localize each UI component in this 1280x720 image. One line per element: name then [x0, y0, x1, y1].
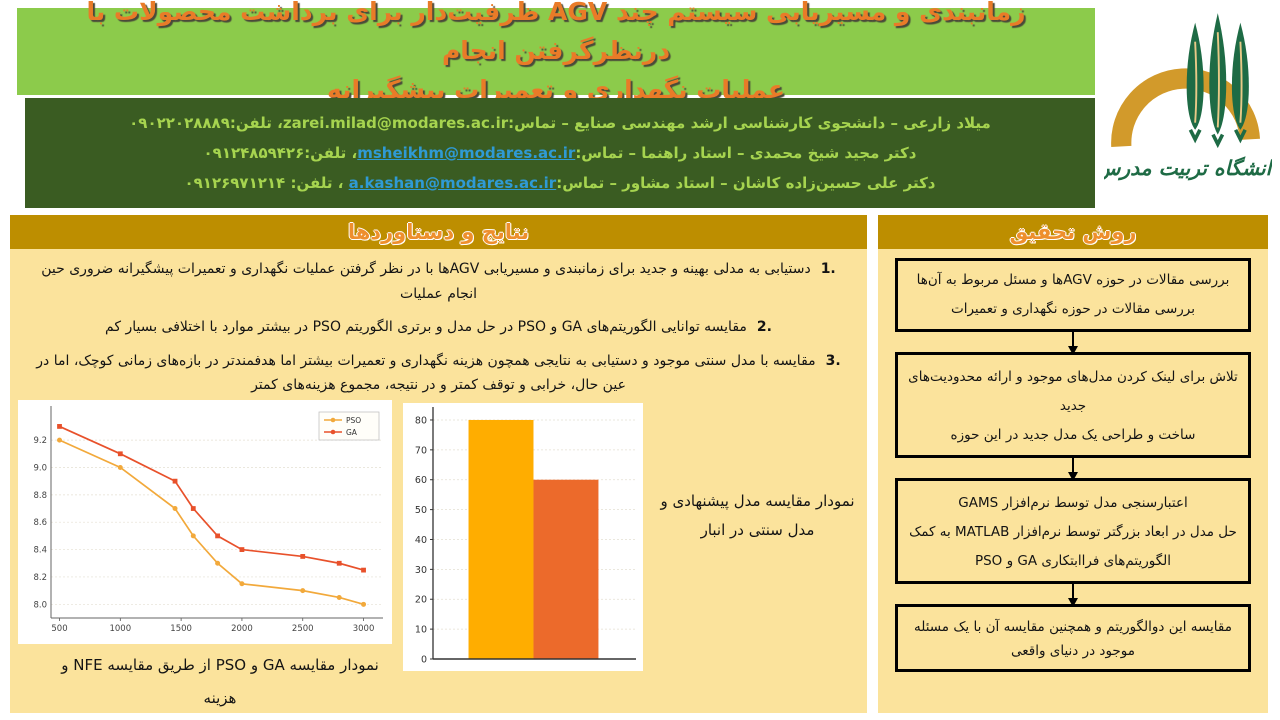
result-item-1: 1. دستیابی به مدلی بهینه و جدید برای زمان… [26, 257, 851, 306]
method-box-2-line-2: ساخت و طراحی یک مدل جدید در این حوزه [950, 427, 1196, 444]
svg-text:500: 500 [51, 624, 67, 634]
method-section-header: روش تحقیق [878, 215, 1268, 249]
logo-arch [1110, 68, 1260, 148]
author-line-1: میلاد زارعی – دانشجوی کارشناسی ارشد مهند… [49, 114, 1071, 132]
flow-arrow-3 [1068, 584, 1078, 608]
method-box-1-line-1: بررسی مقالات در حوزه AGVها و مسئل مربوط … [916, 272, 1230, 288]
method-box-3-line-2: حل مدل در ابعاد بزرگتر توسط نرم‌افزار MA… [909, 524, 1237, 570]
svg-text:GA: GA [346, 428, 358, 437]
line-chart-caption: نمودار مقایسه GA و PSO از طریق مقایسه NF… [61, 656, 379, 707]
result-item-1-number: 1. [820, 261, 836, 277]
method-box-3: اعتبارسنجی مدل توسط نرم‌افزار GAMS حل مد… [895, 478, 1251, 585]
svg-text:9.0: 9.0 [33, 463, 47, 473]
author-1-name-role: میلاد زارعی – دانشجوی کارشناسی ارشد مهند… [508, 114, 991, 132]
svg-text:30: 30 [415, 565, 427, 576]
svg-text:8.8: 8.8 [33, 491, 47, 501]
author-2-name-role: دکتر مجید شیخ محمدی – استاد راهنما – تما… [575, 144, 917, 162]
svg-text:PSO: PSO [346, 416, 361, 425]
poster-title-band: زمانبندی و مسیریابی سیستم چند AGV ظرفیت‌… [17, 0, 1095, 104]
author-3-email-link[interactable]: a.kashan@modares.ac.ir [348, 174, 557, 192]
flow-arrow-2 [1068, 458, 1078, 482]
method-box-2-line-1: تلاش برای لینک کردن مدل‌های موجود و ارائ… [908, 369, 1238, 415]
method-header-title: روش تحقیق [1009, 220, 1137, 244]
result-item-2-number: 2. [756, 319, 772, 335]
poster-title-line1: زمانبندی و مسیریابی سیستم چند AGV ظرفیت‌… [86, 0, 1026, 66]
result-item-3: 3. مقایسه با مدل سنتی موجود و دستیابی به … [26, 349, 851, 398]
method-box-1: بررسی مقالات در حوزه AGVها و مسئل مربوط … [895, 258, 1251, 333]
method-box-3-line-1: اعتبارسنجی مدل توسط نرم‌افزار GAMS [958, 495, 1188, 512]
svg-text:2500: 2500 [292, 624, 314, 634]
svg-text:1500: 1500 [170, 624, 192, 634]
results-section-body: 1. دستیابی به مدلی بهینه و جدید برای زمان… [10, 249, 867, 713]
results-section-header: نتایج و دستاوردها [10, 215, 867, 249]
author-line-3: دکتر علی حسین‌زاده کاشان – استاد مشاور –… [49, 174, 1071, 192]
authors-band: میلاد زارعی – دانشجوی کارشناسی ارشد مهند… [25, 98, 1095, 208]
author-2-phone: ، تلفن:۰۹۱۲۴۸۵۹۴۲۶ [203, 144, 358, 162]
line-chart: 8.0 8.2 8.4 8.6 8.8 9.0 9.2 500 1000 1500 2000 2500… [18, 400, 392, 644]
method-box-4: مقایسه این دوالگوریتم و همچنین مقایسه آن… [895, 604, 1251, 672]
svg-text:2000: 2000 [231, 624, 253, 634]
svg-text:3000: 3000 [353, 624, 375, 634]
flow-arrow-1 [1068, 332, 1078, 356]
result-item-3-text: مقایسه با مدل سنتی موجود و دستیابی به نت… [36, 352, 816, 394]
svg-text:80: 80 [415, 415, 427, 426]
method-section-body: بررسی مقالات در حوزه AGVها و مسئل مربوط … [878, 249, 1268, 713]
author-line-2: دکتر مجید شیخ محمدی – استاد راهنما – تما… [49, 144, 1071, 162]
svg-text:10: 10 [415, 625, 427, 636]
result-item-2-text: مقایسه توانایی الگوریتم‌های GA و PSO در … [105, 319, 747, 335]
svg-text:0: 0 [421, 655, 427, 666]
bar-chart-caption: نمودار مقایسه مدل پیشنهادی و مدل سنتی در… [660, 492, 855, 539]
logo-caption: دانشگاه تربیت مدرس [1104, 156, 1272, 181]
result-item-3-number: 3. [825, 352, 841, 369]
university-logo: دانشگاه تربیت مدرس [1095, 0, 1280, 212]
logo-cypress-trees [1186, 13, 1249, 149]
bar-chart: 0 10 20 30 40 50 60 70 80 [403, 403, 643, 671]
author-3-phone: ، تلفن: ۰۹۱۲۶۹۷۱۲۱۴ [184, 174, 349, 192]
svg-text:20: 20 [415, 595, 427, 606]
svg-text:40: 40 [415, 535, 427, 546]
author-2-email-link[interactable]: msheikhm@modares.ac.ir [357, 144, 576, 162]
method-box-1-line-2: بررسی مقالات در حوزه نگهداری و تعمیرات [951, 301, 1195, 318]
svg-text:8.6: 8.6 [33, 518, 47, 528]
university-logo-graphic: دانشگاه تربیت مدرس [1104, 13, 1272, 181]
method-box-4-line-1: مقایسه این دوالگوریتم و همچنین مقایسه آن… [913, 619, 1232, 660]
svg-text:60: 60 [415, 475, 427, 486]
svg-text:9.2: 9.2 [33, 436, 47, 446]
svg-text:70: 70 [415, 445, 427, 456]
svg-text:8.4: 8.4 [33, 546, 47, 556]
svg-text:50: 50 [415, 505, 427, 516]
author-1-email: zarei.milad@modares.ac.ir [282, 114, 509, 132]
svg-text:8.0: 8.0 [33, 600, 47, 610]
method-box-2: تلاش برای لینک کردن مدل‌های موجود و ارائ… [895, 352, 1251, 459]
result-item-2: 2. مقایسه توانایی الگوریتم‌های GA و PSO د… [26, 315, 851, 340]
author-1-phone: ، تلفن:۰۹۰۲۲۰۲۸۸۸۹ [129, 114, 283, 132]
svg-text:8.2: 8.2 [33, 573, 47, 583]
results-list: 1. دستیابی به مدلی بهینه و جدید برای زمان… [10, 257, 867, 407]
results-header-title: نتایج و دستاوردها [347, 220, 530, 244]
author-3-name-role: دکتر علی حسین‌زاده کاشان – استاد مشاور –… [556, 174, 936, 192]
svg-text:1000: 1000 [109, 624, 131, 634]
result-item-1-text: دستیابی به مدلی بهینه و جدید برای زمانبن… [41, 261, 811, 302]
